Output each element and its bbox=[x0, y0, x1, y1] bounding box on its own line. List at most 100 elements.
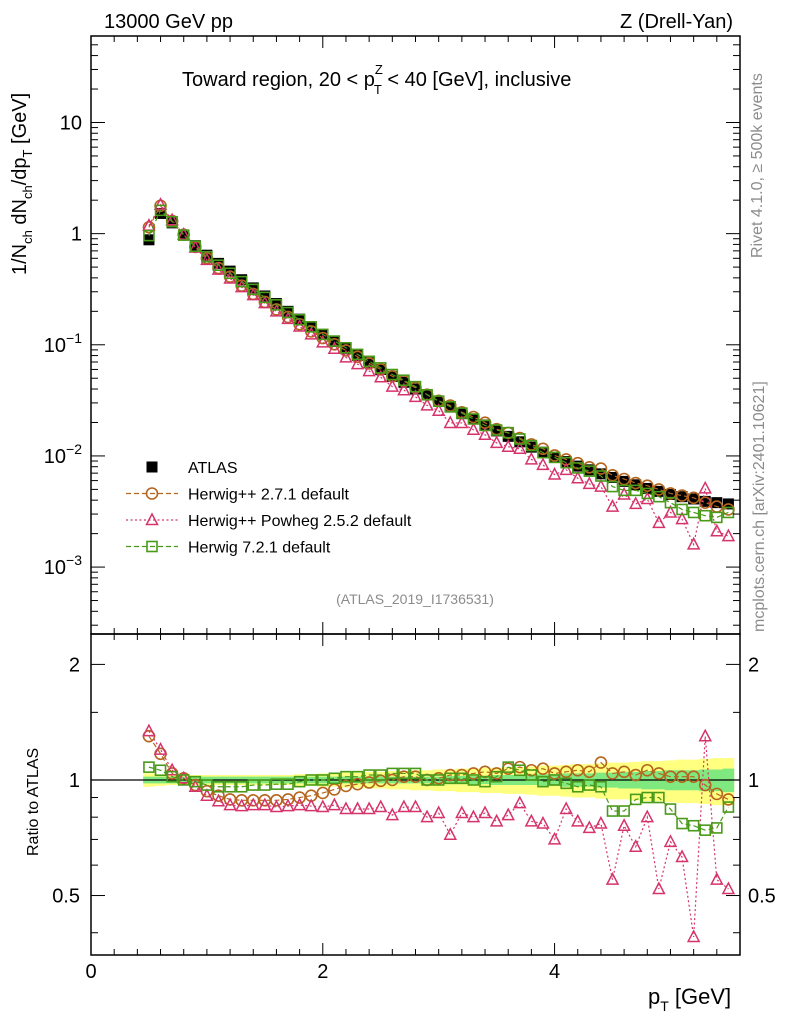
main-point-3-40 bbox=[606, 480, 619, 493]
ratio-point-2-36 bbox=[560, 777, 572, 790]
main-point-3-28 bbox=[467, 413, 480, 425]
main-point-3-42 bbox=[629, 484, 642, 497]
main-point-2-38 bbox=[582, 476, 597, 490]
ratio-point-1-43 bbox=[640, 809, 655, 823]
legend-label-3: Herwig 7.2.1 default bbox=[188, 540, 331, 557]
ratio-point-2-14 bbox=[305, 774, 317, 786]
main-point-3-16 bbox=[328, 335, 341, 347]
ratio-point-2-15 bbox=[316, 774, 329, 786]
main-point-3-7 bbox=[224, 267, 236, 280]
main-point-0-38 bbox=[583, 464, 595, 476]
main-point-3-13 bbox=[293, 313, 306, 326]
ratio-point-1-5 bbox=[200, 788, 214, 801]
ratio-point-2-39 bbox=[595, 780, 607, 793]
ratio-point-1-6 bbox=[211, 793, 226, 807]
ratio-point-1-29 bbox=[478, 805, 492, 819]
ratio-point-0-19 bbox=[362, 776, 376, 789]
ratio-point-2-50 bbox=[722, 801, 735, 813]
ratio-point-1-50 bbox=[721, 881, 736, 895]
ratio-point-1-18 bbox=[350, 801, 365, 815]
ratio-point-2-9 bbox=[247, 779, 260, 791]
ratio-point-2-30 bbox=[490, 770, 503, 783]
ratio-point-2-46 bbox=[676, 817, 688, 830]
ratio-point-0-38 bbox=[583, 765, 596, 779]
x-tick-label: 4 bbox=[549, 961, 560, 983]
ratio-point-1-22 bbox=[397, 799, 411, 813]
main-series-2 bbox=[142, 197, 736, 550]
main-point-3-31 bbox=[502, 426, 515, 439]
main-point-2-42 bbox=[628, 496, 643, 510]
main-point-0-49 bbox=[711, 497, 723, 509]
main-point-3-15 bbox=[316, 328, 329, 341]
ratio-point-2-26 bbox=[444, 772, 457, 785]
ratio-point-1-23 bbox=[408, 799, 423, 813]
ratio-point-1-10 bbox=[258, 797, 272, 811]
ratio-point-2-17 bbox=[340, 770, 352, 783]
rivet-version-label: Rivet 4.1.0, ≥ 500k events bbox=[749, 73, 766, 258]
main-point-3-41 bbox=[618, 484, 630, 497]
ratio-point-2-3 bbox=[177, 774, 190, 786]
ratio-point-0-39 bbox=[594, 756, 608, 769]
axes: 0 2 4 10−3 10−2 10−1 1 10 0.5 0.5 1 1 2 2 bbox=[44, 35, 776, 983]
legend-entry-0: ATLAS bbox=[146, 460, 238, 477]
main-point-3-17 bbox=[340, 341, 352, 354]
ratio-point-1-33 bbox=[524, 813, 539, 827]
main-point-1-44 bbox=[652, 483, 666, 496]
ratio-point-2-44 bbox=[653, 791, 665, 804]
main-point-3-10 bbox=[259, 291, 271, 304]
ratio-point-0-50 bbox=[722, 793, 735, 806]
ratio-point-1-30 bbox=[489, 813, 504, 827]
main-point-0-25 bbox=[433, 395, 445, 407]
ratio-point-1-15 bbox=[316, 799, 330, 813]
ratio-point-2-24 bbox=[421, 774, 433, 786]
main-point-2-30 bbox=[489, 435, 504, 449]
x-axis-label: pT [GeV] bbox=[648, 984, 731, 1014]
ratio-point-0-13 bbox=[293, 791, 306, 804]
ratio-y-tick-label-right: 0.5 bbox=[748, 886, 776, 908]
main-point-3-30 bbox=[490, 424, 503, 436]
main-point-3-6 bbox=[212, 259, 225, 272]
ratio-point-0-18 bbox=[351, 777, 364, 791]
ratio-point-1-1 bbox=[153, 741, 168, 755]
ratio-point-1-9 bbox=[246, 797, 260, 811]
ratio-point-2-21 bbox=[386, 767, 399, 780]
ratio-point-2-0 bbox=[143, 761, 155, 773]
main-point-0-47 bbox=[688, 493, 700, 505]
main-point-3-14 bbox=[305, 321, 317, 333]
legend-label-2: Herwig++ Powheg 2.5.2 default bbox=[188, 513, 412, 530]
main-point-2-44 bbox=[652, 515, 666, 529]
ratio-point-1-34 bbox=[536, 815, 550, 829]
main-point-3-29 bbox=[479, 419, 491, 432]
ratio-point-2-11 bbox=[270, 778, 283, 790]
ratio-point-1-24 bbox=[420, 809, 434, 823]
main-point-0-40 bbox=[607, 471, 619, 483]
ratio-point-1-38 bbox=[582, 820, 597, 834]
main-point-0-1 bbox=[155, 207, 167, 219]
main-point-3-38 bbox=[583, 465, 596, 477]
main-point-1-46 bbox=[675, 489, 689, 502]
ratio-point-1-16 bbox=[327, 797, 342, 811]
main-point-1-48 bbox=[698, 496, 712, 509]
main-point-3-36 bbox=[560, 456, 572, 469]
ratio-point-1-48 bbox=[698, 728, 712, 742]
main-point-3-20 bbox=[374, 362, 387, 374]
main-point-3-4 bbox=[189, 240, 202, 253]
main-point-0-36 bbox=[560, 456, 572, 468]
ratio-point-2-43 bbox=[641, 791, 654, 804]
ratio-series-line-0 bbox=[148, 735, 729, 801]
main-point-3-3 bbox=[177, 229, 190, 241]
main-point-0-4 bbox=[189, 240, 201, 252]
ratio-point-2-45 bbox=[664, 803, 677, 815]
main-point-3-50 bbox=[722, 506, 735, 519]
main-point-0-22 bbox=[398, 376, 410, 388]
ratio-point-0-34 bbox=[536, 762, 550, 775]
ratio-point-1-41 bbox=[617, 818, 631, 831]
ratio-point-2-19 bbox=[363, 769, 375, 781]
legend: ATLAS Herwig++ 2.7.1 default Herwig++ Powh… bbox=[126, 460, 412, 557]
main-point-3-21 bbox=[386, 368, 399, 381]
ratio-point-2-7 bbox=[224, 780, 236, 793]
ratio-point-1-20 bbox=[373, 799, 388, 813]
main-point-2-33 bbox=[524, 451, 539, 465]
main-point-2-28 bbox=[466, 422, 481, 436]
